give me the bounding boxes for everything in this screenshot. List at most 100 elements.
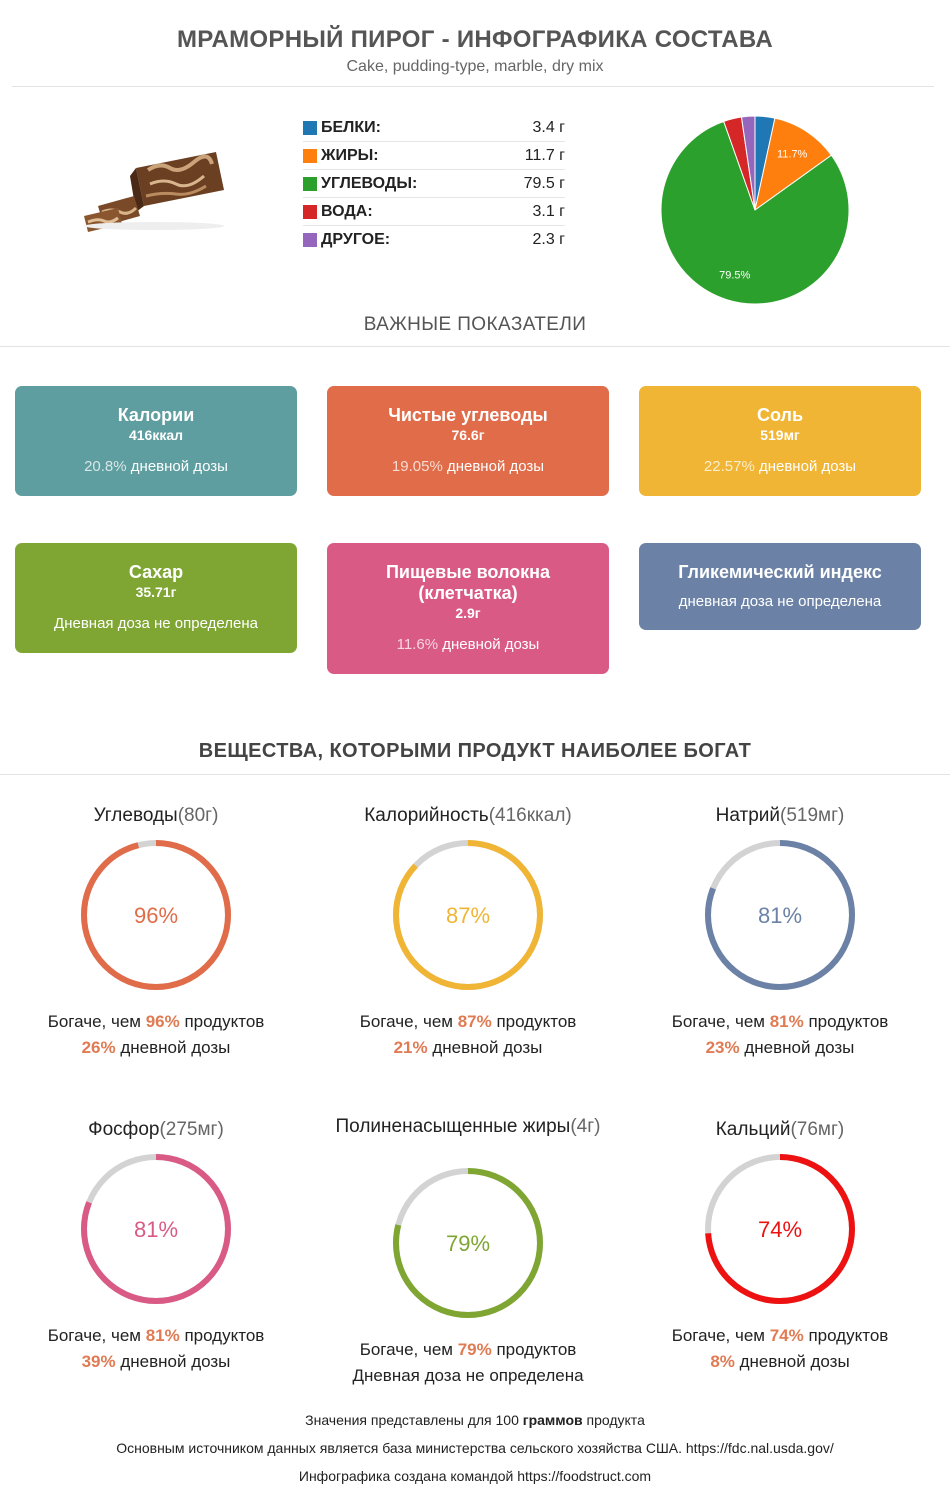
daily-pct: 23%: [705, 1038, 740, 1057]
card-daily: 19.05% дневной дозы: [327, 458, 609, 475]
nutrient-heading: Кальций(76мг): [630, 1117, 930, 1143]
card-value: 416ккал: [128, 427, 184, 443]
divider: [0, 774, 950, 775]
nutrient-daily: 23% дневной дозы: [630, 1035, 930, 1061]
richer-suffix: продуктов: [803, 1012, 889, 1031]
nutrient-name: Калорийность: [364, 805, 489, 826]
page-subtitle: Cake, pudding-type, marble, dry mix: [346, 58, 604, 75]
card-glycemic-index: Гликемический индекс дневная доза не опр…: [639, 543, 921, 630]
richer-suffix: продуктов: [179, 1326, 265, 1345]
richer-prefix: Богаче, чем: [671, 1012, 770, 1031]
card-daily-text: дневная доза не определена: [678, 593, 882, 610]
daily-text: дневной дозы: [115, 1352, 231, 1371]
ring-progress: [81, 1154, 231, 1304]
nutrient-name: Натрий: [715, 805, 780, 826]
footer-source: Основным источником данных является база…: [116, 1440, 834, 1456]
ring-progress: [393, 1168, 543, 1318]
macro-name: БЕЛКИ:: [321, 118, 381, 136]
card-name: Соль: [756, 405, 804, 425]
nutrient-amount: (4г): [570, 1116, 601, 1137]
card-name: Пищевые волокна (клетчатка): [385, 562, 551, 603]
footer-text: продукта: [582, 1412, 645, 1428]
richer-suffix: продуктов: [803, 1326, 889, 1345]
other-swatch: [303, 233, 317, 247]
macro-row-protein: БЕЛКИ: 3.4 г: [303, 114, 565, 142]
ring-progress: [81, 840, 231, 990]
card-salt: Соль 519мг 22.57% дневной дозы: [639, 386, 921, 496]
macro-value: 2.3 г: [532, 231, 565, 248]
daily-text: дневной дозы: [739, 1038, 855, 1057]
richer-pct: 87%: [457, 1012, 492, 1031]
card-daily-pct: 11.6%: [396, 636, 439, 653]
nutrient-polyunsaturated-fat: Полиненасыщенные жиры(4г) 79% Богаче, че…: [318, 1117, 618, 1389]
nutrient-name: Фосфор: [88, 1119, 160, 1140]
footer-credit: Инфографика создана командой https://foo…: [298, 1468, 652, 1484]
daily-pct: 8%: [710, 1352, 735, 1371]
nutrient-daily: Дневная доза не определена: [318, 1363, 618, 1389]
card-name: Калории: [117, 405, 195, 425]
footer-text: Значения представлены для 100: [305, 1412, 523, 1428]
card-daily: Дневная доза не определена: [15, 615, 297, 632]
nutrient-amount: (519мг): [780, 805, 845, 826]
ring-progress: [393, 840, 543, 990]
richer-suffix: продуктов: [491, 1340, 577, 1359]
nutrient-ring: 79%: [393, 1168, 543, 1318]
richer-prefix: Богаче, чем: [359, 1340, 458, 1359]
card-fiber: Пищевые волокна (клетчатка) 2.9г 11.6% д…: [327, 543, 609, 674]
nutrient-amount: (275мг): [159, 1119, 224, 1140]
daily-pct: 21%: [393, 1038, 428, 1057]
card-daily-text: дневной дозы: [126, 458, 228, 475]
nutrient-sodium: Натрий(519мг) 81% Богаче, чем 81% продук…: [630, 803, 930, 1061]
richer-prefix: Богаче, чем: [359, 1012, 458, 1031]
card-name: Чистые углеводы: [388, 405, 548, 425]
ring-progress: [705, 1154, 855, 1304]
nutrient-daily: 8% дневной дозы: [630, 1349, 930, 1375]
nutrient-phosphorus: Фосфор(275мг) 81% Богаче, чем 81% продук…: [6, 1117, 306, 1375]
pie-slice-5: [740, 115, 756, 211]
nutrient-ring: 74%: [705, 1154, 855, 1304]
nutrient-amount: (416ккал): [488, 805, 572, 826]
card-daily: 22.57% дневной дозы: [639, 458, 921, 475]
nutrient-ring: 81%: [705, 840, 855, 990]
nutrient-heading: Калорийность(416ккал): [318, 803, 618, 829]
card-value: 519мг: [760, 427, 800, 443]
card-name: Сахар: [128, 562, 184, 582]
nutrient-daily: 39% дневной дозы: [6, 1349, 306, 1375]
richer-pct: 96%: [145, 1012, 180, 1031]
macro-row-carbs: УГЛЕВОДЫ: 79.5 г: [303, 170, 565, 198]
richer-pct: 74%: [769, 1326, 804, 1345]
macro-row-water: ВОДА: 3.1 г: [303, 198, 565, 226]
daily-text: дневной дозы: [734, 1352, 850, 1371]
nutrient-amount: (76мг): [790, 1119, 845, 1140]
pie-slice-2: [754, 117, 833, 212]
nutrient-richer: Богаче, чем 81% продуктов: [630, 1009, 930, 1035]
nutrient-heading: Полиненасыщенные жиры(4г): [318, 1117, 618, 1157]
card-daily-text: дневной дозы: [442, 458, 545, 475]
card-daily-text: Дневная доза не определена: [54, 615, 258, 632]
footer-serving-note: Значения представлены для 100 граммов пр…: [0, 1412, 950, 1428]
card-value: 35.71г: [135, 584, 177, 600]
nutrient-name: Кальций: [715, 1119, 791, 1140]
ring-percent-label: 87%: [446, 903, 490, 928]
macro-value: 79.5 г: [523, 174, 565, 192]
card-daily-text: дневной дозы: [438, 636, 540, 653]
macros-table: БЕЛКИ: 3.4 г ЖИРЫ: 11.7 г УГЛЕВОДЫ: 79.5…: [303, 114, 565, 254]
richer-prefix: Богаче, чем: [47, 1326, 146, 1345]
card-daily: 20.8% дневной дозы: [15, 458, 297, 475]
card-daily-pct: 19.05%: [391, 458, 443, 475]
water-swatch: [303, 204, 317, 219]
daily-pct: 39%: [81, 1352, 116, 1371]
card-net-carbs: Чистые углеводы 76.6г 19.05% дневной доз…: [327, 386, 609, 496]
nutrient-heading: Фосфор(275мг): [6, 1117, 306, 1143]
nutrient-heading: Натрий(519мг): [630, 803, 930, 829]
macro-row-other: ДРУГОЕ: 2.3 г: [303, 226, 565, 254]
richer-prefix: Богаче, чем: [671, 1326, 770, 1345]
nutrient-daily: 26% дневной дозы: [6, 1035, 306, 1061]
nutrient-richer: Богаче, чем 74% продуктов: [630, 1323, 930, 1349]
card-daily-pct: 20.8%: [84, 458, 127, 475]
ring-progress: [705, 840, 855, 990]
ring-percent-label: 81%: [758, 903, 802, 928]
richer-pct: 79%: [457, 1340, 492, 1359]
macro-value: 3.4 г: [532, 118, 565, 136]
macro-value: 11.7 г: [524, 146, 565, 164]
